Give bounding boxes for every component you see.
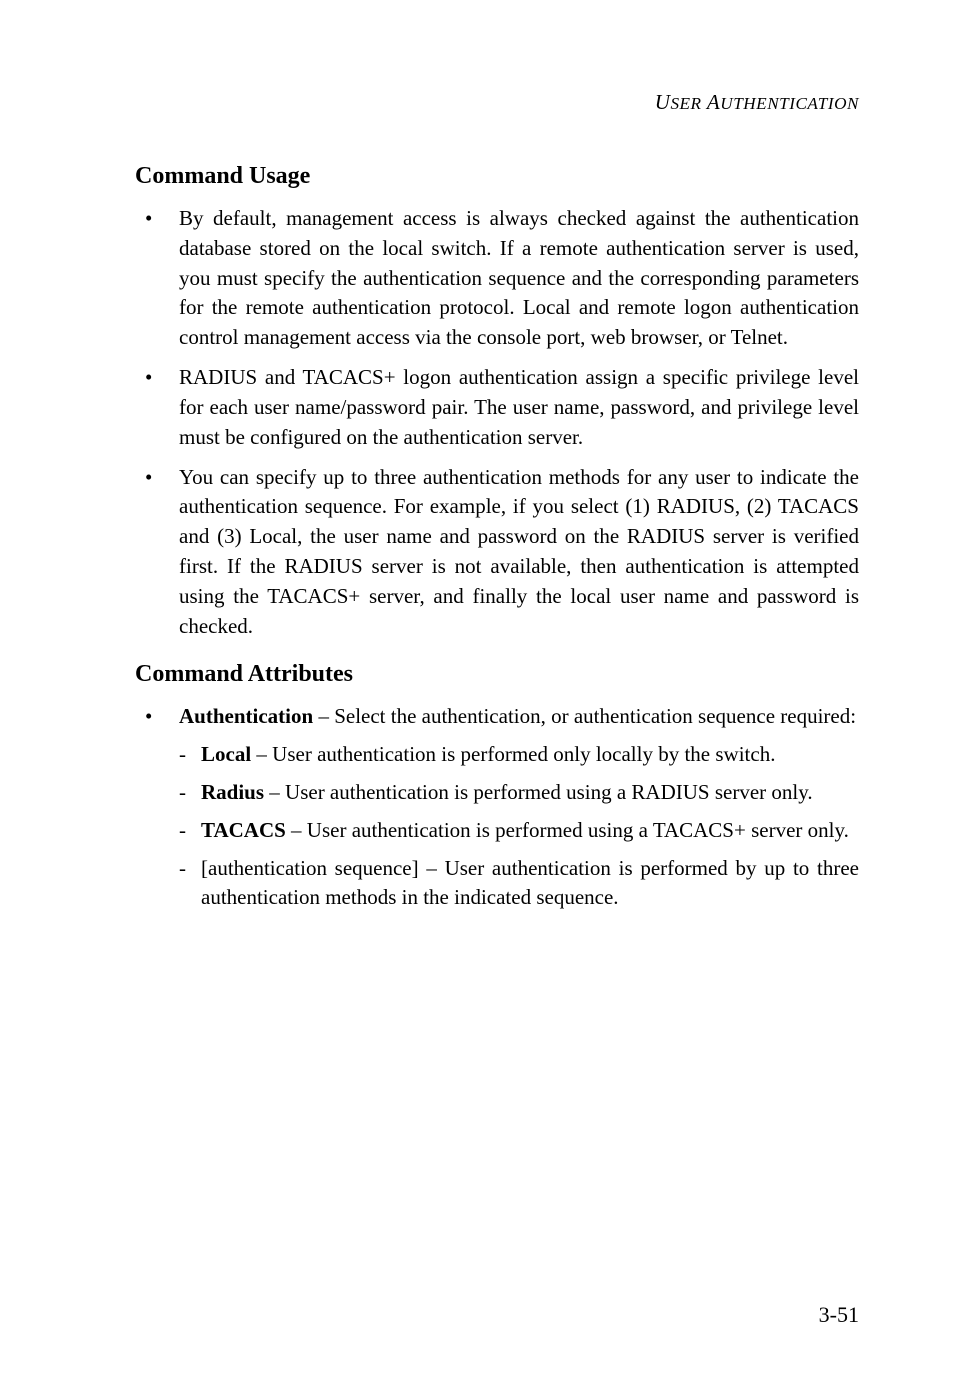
- running-header: USER AUTHENTICATION: [135, 90, 859, 115]
- sub-label: Local: [201, 742, 251, 766]
- section-heading-usage: Command Usage: [135, 163, 859, 190]
- sub-label: TACACS: [201, 818, 286, 842]
- usage-bullet: RADIUS and TACACS+ logon authentication …: [135, 363, 859, 452]
- attributes-bullet-list: Authentication – Select the authenticati…: [135, 702, 859, 913]
- auth-text: – Select the authentication, or authenti…: [313, 704, 856, 728]
- sub-list: - Local – User authentication is perform…: [179, 740, 859, 913]
- sub-label: Radius: [201, 780, 264, 804]
- page-number: 3-51: [819, 1302, 859, 1328]
- sub-text: [authentication sequence] – User authent…: [201, 856, 859, 910]
- sub-item: - Local – User authentication is perform…: [179, 740, 859, 770]
- attributes-bullet: Authentication – Select the authenticati…: [135, 702, 859, 913]
- sub-text: – User authentication is performed using…: [264, 780, 813, 804]
- usage-bullet-list: By default, management access is always …: [135, 204, 859, 641]
- sub-item: - TACACS – User authentication is perfor…: [179, 816, 859, 846]
- sub-text: – User authentication is performed using…: [286, 818, 849, 842]
- sub-text: – User authentication is performed only …: [251, 742, 775, 766]
- sub-item: - [authentication sequence] – User authe…: [179, 854, 859, 914]
- sub-item: - Radius – User authentication is perfor…: [179, 778, 859, 808]
- section-heading-attributes: Command Attributes: [135, 661, 859, 688]
- auth-label: Authentication: [179, 704, 313, 728]
- usage-bullet: By default, management access is always …: [135, 204, 859, 353]
- document-page: USER AUTHENTICATION Command Usage By def…: [0, 0, 954, 1388]
- usage-bullet: You can specify up to three authenticati…: [135, 463, 859, 642]
